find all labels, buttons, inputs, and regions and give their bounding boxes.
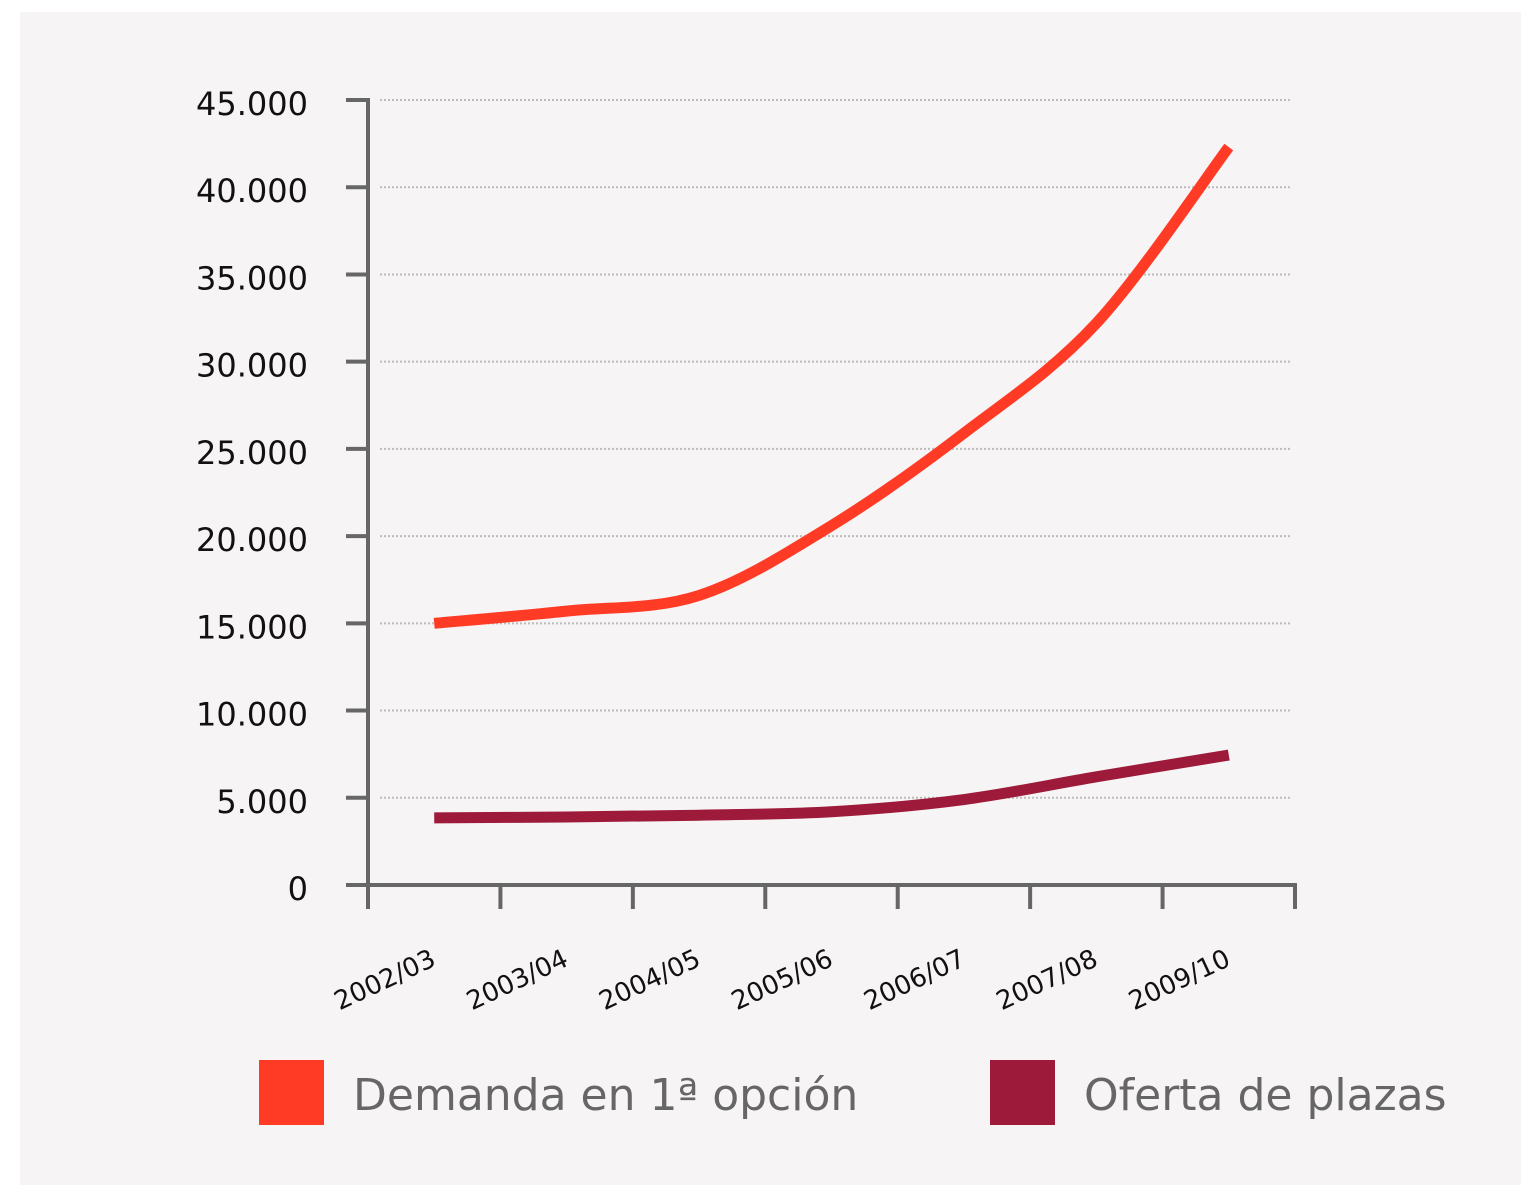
y-tick-label: 5.000 xyxy=(216,783,308,821)
series-line xyxy=(433,143,1234,629)
panel xyxy=(20,12,1521,1185)
legend-label: Oferta de plazas xyxy=(1084,1070,1447,1121)
y-tick-label: 40.000 xyxy=(196,172,308,210)
y-tick-label: 35.000 xyxy=(196,259,308,297)
y-tick-label: 45.000 xyxy=(196,85,308,123)
y-tick-label: 15.000 xyxy=(196,608,308,646)
y-tick-label: 0 xyxy=(288,870,308,908)
y-tick-label: 25.000 xyxy=(196,434,308,472)
y-tick-label: 20.000 xyxy=(196,521,308,559)
series-line xyxy=(434,749,1230,824)
legend-swatch xyxy=(259,1060,324,1125)
legend-swatch xyxy=(990,1060,1055,1125)
legend-label: Demanda en 1ª opción xyxy=(353,1070,858,1121)
y-tick-label: 30.000 xyxy=(196,347,308,385)
y-tick-label: 10.000 xyxy=(196,696,308,734)
